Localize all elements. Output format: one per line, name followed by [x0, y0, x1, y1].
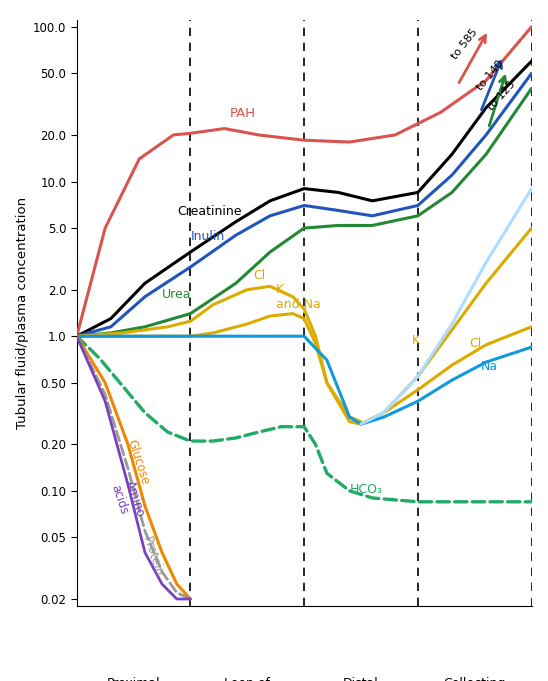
Text: Protein: Protein — [140, 535, 165, 578]
Text: to 140: to 140 — [475, 58, 505, 92]
Text: Urea: Urea — [162, 287, 191, 300]
Text: Cl: Cl — [469, 336, 481, 349]
Y-axis label: Tubular fluid/plasma concentration: Tubular fluid/plasma concentration — [16, 197, 28, 429]
Text: Amino
acids: Amino acids — [109, 479, 147, 523]
Text: Collecting
tubule: Collecting tubule — [443, 677, 506, 681]
Text: Glucose: Glucose — [124, 438, 151, 486]
Text: K
and Na: K and Na — [276, 283, 321, 311]
Text: HCO₃: HCO₃ — [350, 484, 383, 496]
Text: Cl: Cl — [253, 269, 265, 282]
Text: K: K — [412, 334, 420, 347]
Text: Loop of
Henle: Loop of Henle — [224, 677, 270, 681]
Text: Inulin: Inulin — [191, 230, 225, 243]
Text: to 585: to 585 — [450, 27, 480, 61]
Text: Creatinine: Creatinine — [177, 205, 241, 218]
Text: PAH: PAH — [230, 107, 256, 120]
Text: Na: Na — [481, 360, 498, 373]
Text: to 125: to 125 — [486, 79, 517, 112]
Text: Distal
tubule: Distal tubule — [341, 677, 381, 681]
Text: Proximal
tubule: Proximal tubule — [107, 677, 161, 681]
